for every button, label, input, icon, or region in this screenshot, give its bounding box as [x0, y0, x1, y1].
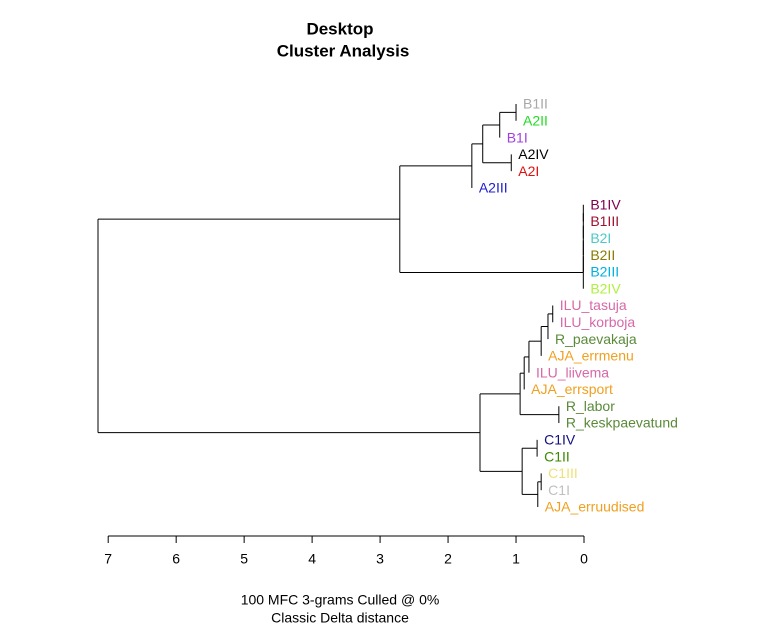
leaf-label: A2III [479, 180, 508, 196]
leaf-label: A2II [523, 112, 548, 128]
leaf-label: C1II [544, 448, 570, 464]
leaf-label: ILU_liivema [536, 364, 609, 380]
x-tick-label: 0 [580, 551, 588, 567]
x-axis-label: 100 MFC 3-grams Culled @ 0% [241, 592, 440, 608]
leaf-label: B1II [523, 96, 548, 112]
leaf-label: R_labor [566, 398, 615, 414]
leaf-label: ILU_tasuja [560, 297, 627, 313]
leaf-label: A2I [518, 163, 539, 179]
x-tick-label: 2 [444, 551, 452, 567]
leaf-label: AJA_errsport [531, 381, 613, 397]
x-tick-label: 7 [104, 551, 112, 567]
leaf-label: R_paevakaja [555, 331, 637, 347]
x-tick-label: 1 [512, 551, 520, 567]
leaf-label: C1III [548, 465, 578, 481]
x-tick-label: 4 [308, 551, 316, 567]
chart-title: Desktop [306, 19, 373, 38]
leaf-label: C1I [548, 482, 570, 498]
x-tick-label: 3 [376, 551, 384, 567]
x-tick-label: 5 [240, 551, 248, 567]
leaf-label: B1I [507, 129, 528, 145]
chart-subtitle: Cluster Analysis [277, 41, 410, 60]
leaf-label: C1IV [544, 432, 576, 448]
leaf-label: AJA_erruudised [545, 499, 645, 515]
x-axis-label: Classic Delta distance [271, 610, 409, 626]
leaf-label: B1III [590, 213, 619, 229]
leaf-label: B1IV [590, 196, 621, 212]
x-tick-label: 6 [172, 551, 180, 567]
leaf-label: AJA_errmenu [548, 348, 634, 364]
leaf-label: B2II [590, 247, 615, 263]
leaf-label: ILU_korboja [560, 314, 636, 330]
leaf-label: A2IV [518, 146, 549, 162]
leaf-label: B2IV [590, 280, 621, 296]
leaf-label: R_keskpaevatund [566, 415, 678, 431]
leaf-label: B2III [590, 264, 619, 280]
leaf-label: B2I [590, 230, 611, 246]
